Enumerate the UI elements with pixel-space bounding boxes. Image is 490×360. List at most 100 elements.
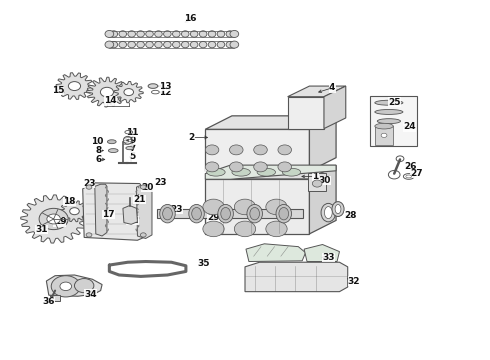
Polygon shape — [47, 275, 102, 296]
Circle shape — [69, 82, 80, 90]
Ellipse shape — [335, 204, 341, 214]
Circle shape — [124, 89, 134, 96]
Ellipse shape — [181, 41, 189, 48]
Circle shape — [111, 205, 120, 212]
Text: 23: 23 — [170, 204, 182, 213]
Ellipse shape — [257, 168, 275, 176]
Circle shape — [254, 162, 267, 172]
Ellipse shape — [181, 31, 189, 37]
Text: 36: 36 — [43, 297, 55, 306]
Circle shape — [234, 199, 256, 215]
Circle shape — [140, 185, 146, 189]
Bar — [205, 129, 309, 171]
Ellipse shape — [279, 207, 289, 220]
Ellipse shape — [207, 168, 225, 176]
Text: 27: 27 — [411, 169, 423, 178]
Ellipse shape — [172, 41, 180, 48]
Polygon shape — [21, 195, 87, 243]
Ellipse shape — [247, 204, 263, 223]
Circle shape — [203, 221, 224, 237]
Ellipse shape — [160, 204, 175, 223]
Polygon shape — [309, 116, 336, 171]
Text: 10: 10 — [91, 137, 103, 146]
Ellipse shape — [232, 168, 250, 176]
Polygon shape — [83, 183, 148, 240]
Circle shape — [70, 208, 79, 215]
Ellipse shape — [230, 31, 239, 37]
Circle shape — [51, 276, 80, 297]
Ellipse shape — [208, 41, 216, 48]
Ellipse shape — [172, 31, 180, 37]
Ellipse shape — [226, 41, 234, 48]
Polygon shape — [87, 77, 127, 107]
Circle shape — [266, 221, 287, 237]
Circle shape — [205, 145, 219, 155]
Ellipse shape — [191, 31, 198, 37]
Ellipse shape — [164, 41, 171, 48]
Bar — [50, 295, 60, 301]
Ellipse shape — [230, 41, 239, 48]
Ellipse shape — [208, 31, 216, 37]
Text: 31: 31 — [35, 225, 48, 234]
Circle shape — [140, 233, 146, 237]
Text: 5: 5 — [129, 153, 136, 162]
Polygon shape — [288, 86, 346, 97]
Text: 20: 20 — [141, 183, 153, 192]
Ellipse shape — [155, 31, 162, 37]
Circle shape — [47, 214, 60, 224]
Ellipse shape — [146, 41, 153, 48]
Text: 6: 6 — [96, 155, 102, 164]
Circle shape — [39, 208, 68, 230]
Text: 4: 4 — [329, 84, 335, 93]
Ellipse shape — [250, 207, 260, 220]
Circle shape — [86, 233, 92, 237]
Ellipse shape — [128, 41, 135, 48]
Polygon shape — [157, 209, 303, 218]
Ellipse shape — [377, 119, 400, 123]
Circle shape — [254, 145, 267, 155]
Text: 7: 7 — [129, 144, 136, 153]
Text: 23: 23 — [83, 179, 95, 188]
Ellipse shape — [218, 204, 233, 223]
Ellipse shape — [375, 100, 403, 105]
Text: 32: 32 — [348, 276, 360, 285]
Ellipse shape — [128, 31, 135, 37]
Ellipse shape — [276, 204, 292, 223]
Ellipse shape — [189, 204, 204, 223]
Polygon shape — [56, 73, 93, 99]
Circle shape — [74, 279, 94, 293]
Text: 19: 19 — [53, 217, 66, 226]
Ellipse shape — [108, 149, 118, 153]
Text: 28: 28 — [344, 211, 357, 220]
Text: 11: 11 — [126, 128, 139, 137]
Ellipse shape — [375, 123, 393, 129]
Text: 8: 8 — [96, 146, 102, 155]
Bar — [308, 173, 326, 192]
Text: 21: 21 — [133, 195, 146, 204]
Ellipse shape — [105, 41, 114, 48]
Polygon shape — [324, 86, 346, 129]
Ellipse shape — [406, 175, 412, 178]
Text: 25: 25 — [388, 98, 400, 107]
Circle shape — [229, 145, 243, 155]
Ellipse shape — [146, 31, 153, 37]
Polygon shape — [245, 262, 348, 292]
Ellipse shape — [226, 31, 234, 37]
Ellipse shape — [199, 31, 207, 37]
Ellipse shape — [155, 41, 162, 48]
Text: 23: 23 — [154, 178, 167, 187]
Circle shape — [42, 210, 66, 228]
Polygon shape — [60, 201, 89, 222]
Ellipse shape — [137, 31, 145, 37]
Text: 35: 35 — [197, 259, 210, 268]
Ellipse shape — [324, 207, 332, 219]
Ellipse shape — [375, 109, 403, 114]
Polygon shape — [205, 165, 336, 179]
Ellipse shape — [137, 41, 145, 48]
Ellipse shape — [217, 31, 225, 37]
Circle shape — [312, 180, 322, 187]
Polygon shape — [137, 184, 152, 238]
Circle shape — [381, 133, 387, 138]
Text: 15: 15 — [52, 86, 64, 95]
Ellipse shape — [163, 207, 172, 220]
